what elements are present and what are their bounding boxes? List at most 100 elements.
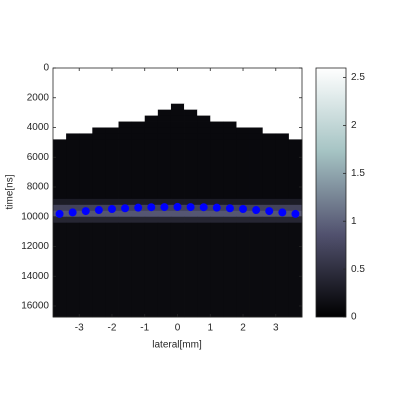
- heatmap-cell: [170, 127, 185, 134]
- heatmap-cell: [275, 115, 290, 122]
- heatmap-cell: [236, 115, 250, 122]
- heatmap-cell: [288, 127, 303, 134]
- heatmap-cell: [223, 127, 237, 134]
- colorbar-tick-label: 2.5: [351, 72, 365, 83]
- heatmap-cell: [66, 204, 80, 212]
- point: [147, 203, 156, 212]
- heatmap-cell: [170, 198, 185, 206]
- heatmap-cell: [118, 68, 133, 105]
- heatmap-cell: [275, 222, 290, 318]
- heatmap-cell: [105, 115, 119, 122]
- heatmap-cell: [118, 127, 133, 134]
- heatmap-cell: [249, 198, 264, 206]
- y-tick-label: 2000: [27, 92, 50, 103]
- heatmap-cell: [105, 68, 119, 105]
- heatmap-cell: [92, 133, 106, 140]
- heatmap-cell: [275, 139, 290, 200]
- x-tick-label: -1: [140, 323, 149, 334]
- heatmap-cell: [66, 109, 80, 116]
- heatmap-cell: [184, 222, 198, 318]
- heatmap-cell: [157, 222, 172, 318]
- heatmap-cell: [118, 210, 133, 218]
- heatmap-cell: [92, 115, 106, 122]
- heatmap-cell: [66, 121, 80, 128]
- point: [199, 203, 208, 212]
- heatmap-cell: [131, 133, 146, 140]
- x-tick-label: -2: [108, 323, 117, 334]
- heatmap-cell: [144, 121, 159, 128]
- heatmap-cell: [210, 216, 224, 224]
- point: [225, 204, 234, 213]
- heatmap-cell: [157, 121, 172, 128]
- y-tick-label: 0: [43, 63, 49, 74]
- heatmap-cell: [144, 115, 159, 122]
- colorbar-tick-label: 2: [351, 120, 357, 131]
- y-tick-label: 16000: [21, 301, 49, 312]
- heatmap-cell: [184, 68, 198, 105]
- heatmap-cell: [79, 198, 93, 206]
- heatmap-cell: [53, 115, 67, 122]
- heatmap-cell: [288, 115, 303, 122]
- heatmap-cell: [92, 198, 106, 206]
- heatmap-cell: [79, 103, 93, 111]
- heatmap-cell: [210, 210, 224, 218]
- heatmap-cell: [66, 127, 80, 134]
- heatmap-cell: [249, 103, 264, 111]
- heatmap-cell: [157, 133, 172, 140]
- heatmap-cell: [131, 198, 146, 206]
- heatmap-cell: [118, 115, 133, 122]
- heatmap-cell: [288, 133, 303, 140]
- heatmap-cell: [105, 222, 119, 318]
- heatmap-cell: [53, 127, 67, 134]
- heatmap-cell: [223, 139, 237, 200]
- heatmap-cell: [236, 222, 250, 318]
- heatmap-cell: [275, 68, 290, 105]
- point: [94, 206, 103, 215]
- heatmap-cell: [249, 109, 264, 116]
- heatmap-cell: [262, 222, 277, 318]
- heatmap-cell: [157, 139, 172, 200]
- heatmap-cell: [170, 103, 185, 111]
- heatmap-cell: [118, 198, 133, 206]
- heatmap-cell: [144, 109, 159, 116]
- heatmap-cell: [131, 222, 146, 318]
- heatmap-cell: [262, 121, 277, 128]
- heatmap-cell: [262, 139, 277, 200]
- heatmap-cell: [288, 109, 303, 116]
- point: [173, 202, 182, 211]
- heatmap-cell: [118, 222, 133, 318]
- heatmap-cell: [105, 103, 119, 111]
- heatmap-cell: [262, 133, 277, 140]
- heatmap-cell: [210, 68, 224, 105]
- heatmap-cell: [288, 139, 303, 200]
- heatmap-cell: [262, 103, 277, 111]
- heatmap-cell: [79, 216, 93, 224]
- heatmap-cell: [144, 210, 159, 218]
- heatmap-cell: [223, 216, 237, 224]
- heatmap-cell: [79, 109, 93, 116]
- heatmap-cell: [157, 198, 172, 206]
- heatmap-cell: [131, 68, 146, 105]
- heatmap-cell: [249, 115, 264, 122]
- heatmap-cell: [197, 103, 211, 111]
- heatmap-cell: [249, 133, 264, 140]
- point: [239, 205, 248, 214]
- heatmap-cell: [92, 103, 106, 111]
- heatmap-cell: [144, 103, 159, 111]
- heatmap-cell: [105, 139, 119, 200]
- heatmap-cell: [144, 127, 159, 134]
- heatmap-cell: [184, 198, 198, 206]
- heatmap-cell: [184, 216, 198, 224]
- heatmap-cell: [118, 109, 133, 116]
- heatmap-cell: [170, 216, 185, 224]
- heatmap-cell: [118, 121, 133, 128]
- heatmap-cell: [197, 127, 211, 134]
- heatmap-cell: [92, 109, 106, 116]
- heatmap-cell: [53, 121, 67, 128]
- heatmap-cell: [170, 139, 185, 200]
- heatmap-cell: [197, 121, 211, 128]
- heatmap-cell: [170, 68, 185, 105]
- heatmap-cell: [170, 133, 185, 140]
